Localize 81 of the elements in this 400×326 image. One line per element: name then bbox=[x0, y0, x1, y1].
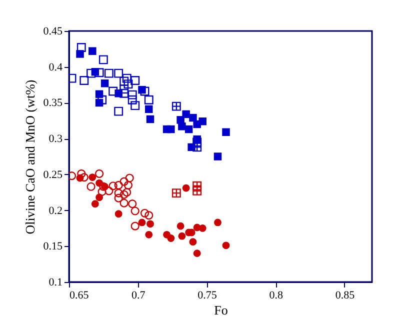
point bbox=[77, 169, 86, 178]
point bbox=[192, 138, 202, 147]
y-tick-label: 0.45 bbox=[43, 26, 63, 38]
x-tick-label: 0.8 bbox=[269, 290, 284, 302]
point bbox=[108, 182, 118, 190]
point bbox=[167, 125, 175, 134]
point bbox=[214, 218, 222, 226]
point bbox=[222, 242, 230, 250]
point bbox=[80, 76, 89, 85]
y-tick-label: 0.2 bbox=[48, 204, 62, 217]
point bbox=[88, 174, 96, 181]
point bbox=[114, 210, 122, 218]
point bbox=[146, 115, 154, 124]
point bbox=[86, 182, 96, 191]
point bbox=[130, 76, 140, 85]
y-tick-label: 0.1 bbox=[48, 276, 62, 288]
x-axis-title: Fo bbox=[214, 302, 228, 318]
point bbox=[176, 222, 184, 230]
point bbox=[120, 177, 128, 186]
point bbox=[182, 184, 190, 192]
y-tick-label: 0.4 bbox=[48, 61, 63, 74]
point bbox=[145, 230, 153, 238]
point bbox=[114, 106, 124, 116]
point bbox=[198, 117, 206, 126]
point bbox=[192, 142, 202, 152]
point bbox=[120, 198, 128, 208]
point bbox=[144, 95, 154, 104]
x-tick-label: 0.75 bbox=[198, 290, 218, 302]
y-tick-label: 0.25 bbox=[43, 168, 63, 181]
point bbox=[146, 220, 154, 228]
point bbox=[128, 95, 137, 104]
y-tick-label: 0.3 bbox=[48, 133, 63, 146]
point bbox=[124, 180, 133, 190]
point bbox=[138, 218, 146, 226]
point bbox=[172, 188, 181, 198]
point bbox=[214, 152, 222, 160]
point bbox=[69, 172, 76, 180]
point bbox=[140, 208, 150, 218]
point bbox=[98, 55, 108, 64]
point bbox=[76, 43, 86, 52]
point bbox=[198, 224, 206, 232]
y-tick-label: 0.15 bbox=[43, 240, 63, 253]
point bbox=[114, 188, 123, 198]
point bbox=[128, 200, 137, 208]
point bbox=[91, 200, 99, 208]
point bbox=[114, 180, 123, 190]
point bbox=[104, 186, 114, 196]
x-tick-label: 0.7 bbox=[131, 290, 146, 302]
point bbox=[193, 250, 201, 258]
y-axis-title: Olivine CaO and MnO (wt%) bbox=[22, 80, 38, 234]
point bbox=[114, 194, 123, 202]
point bbox=[130, 222, 140, 230]
point bbox=[114, 68, 124, 78]
point bbox=[140, 86, 150, 96]
y-tick-label: 0.35 bbox=[43, 97, 63, 110]
point bbox=[178, 232, 186, 240]
point bbox=[125, 174, 134, 182]
x-tick-label: 0.85 bbox=[335, 290, 356, 302]
x-tick-label: 0.65 bbox=[70, 290, 90, 302]
point bbox=[100, 79, 109, 88]
point bbox=[172, 102, 181, 111]
point bbox=[222, 128, 230, 136]
point bbox=[189, 238, 197, 246]
point bbox=[130, 101, 140, 110]
point bbox=[192, 186, 202, 196]
point bbox=[144, 211, 154, 220]
point bbox=[189, 114, 197, 122]
point bbox=[122, 188, 132, 197]
point bbox=[184, 125, 193, 134]
point bbox=[94, 169, 104, 178]
point bbox=[120, 76, 129, 86]
point bbox=[192, 181, 202, 190]
point bbox=[167, 234, 175, 242]
point bbox=[104, 68, 114, 78]
point bbox=[120, 190, 128, 199]
point bbox=[182, 110, 190, 118]
point bbox=[178, 122, 186, 130]
point bbox=[145, 105, 153, 114]
point bbox=[122, 74, 132, 83]
point bbox=[130, 206, 140, 216]
point bbox=[88, 47, 96, 55]
